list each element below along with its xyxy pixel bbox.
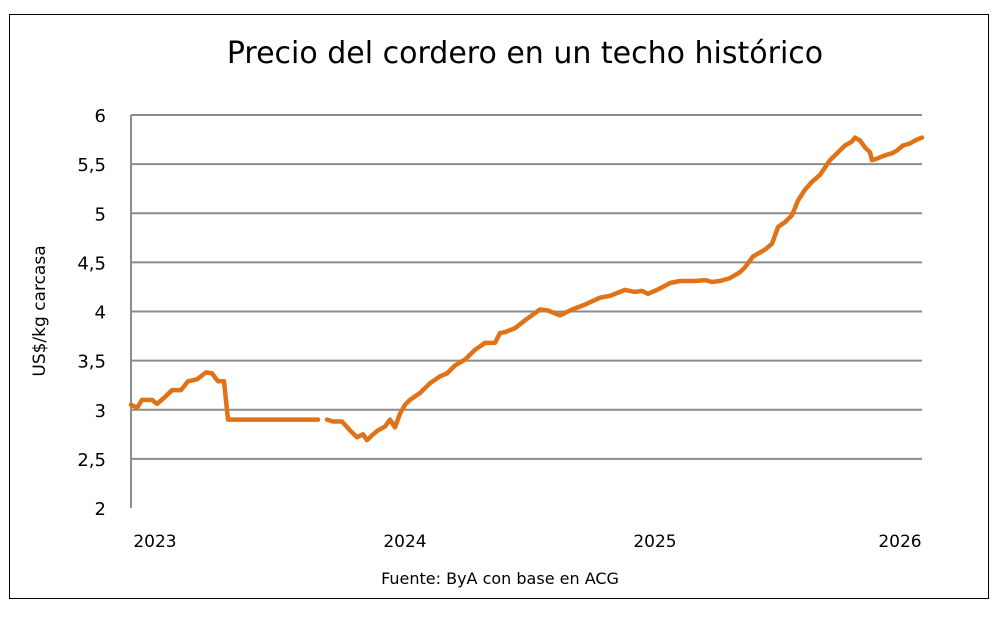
y-tick-label: 3	[95, 401, 106, 422]
y-tick-label: 6	[95, 106, 106, 127]
chart-title: Precio del cordero en un techo histórico	[227, 36, 823, 71]
y-tick-label: 5	[95, 204, 106, 225]
y-axis-label: US$/kg carcasa	[30, 245, 50, 376]
y-tick-label: 3,5	[77, 352, 106, 373]
price-line-segment	[128, 370, 321, 422]
x-tick-label: 2024	[383, 532, 426, 552]
y-tick-label: 5,5	[77, 155, 106, 176]
source-note: Fuente: ByA con base en ACG	[381, 569, 619, 588]
y-tick-label: 2	[95, 499, 106, 520]
y-tick-label: 2,5	[77, 450, 106, 471]
y-tick-label: 4,5	[77, 253, 106, 274]
chart-frame	[9, 14, 989, 599]
y-tick-label: 4	[95, 303, 106, 324]
price-line-segment	[324, 135, 925, 443]
x-tick-label: 2023	[133, 532, 176, 552]
x-tick-label: 2025	[633, 532, 676, 552]
x-tick-label: 2026	[878, 532, 921, 552]
